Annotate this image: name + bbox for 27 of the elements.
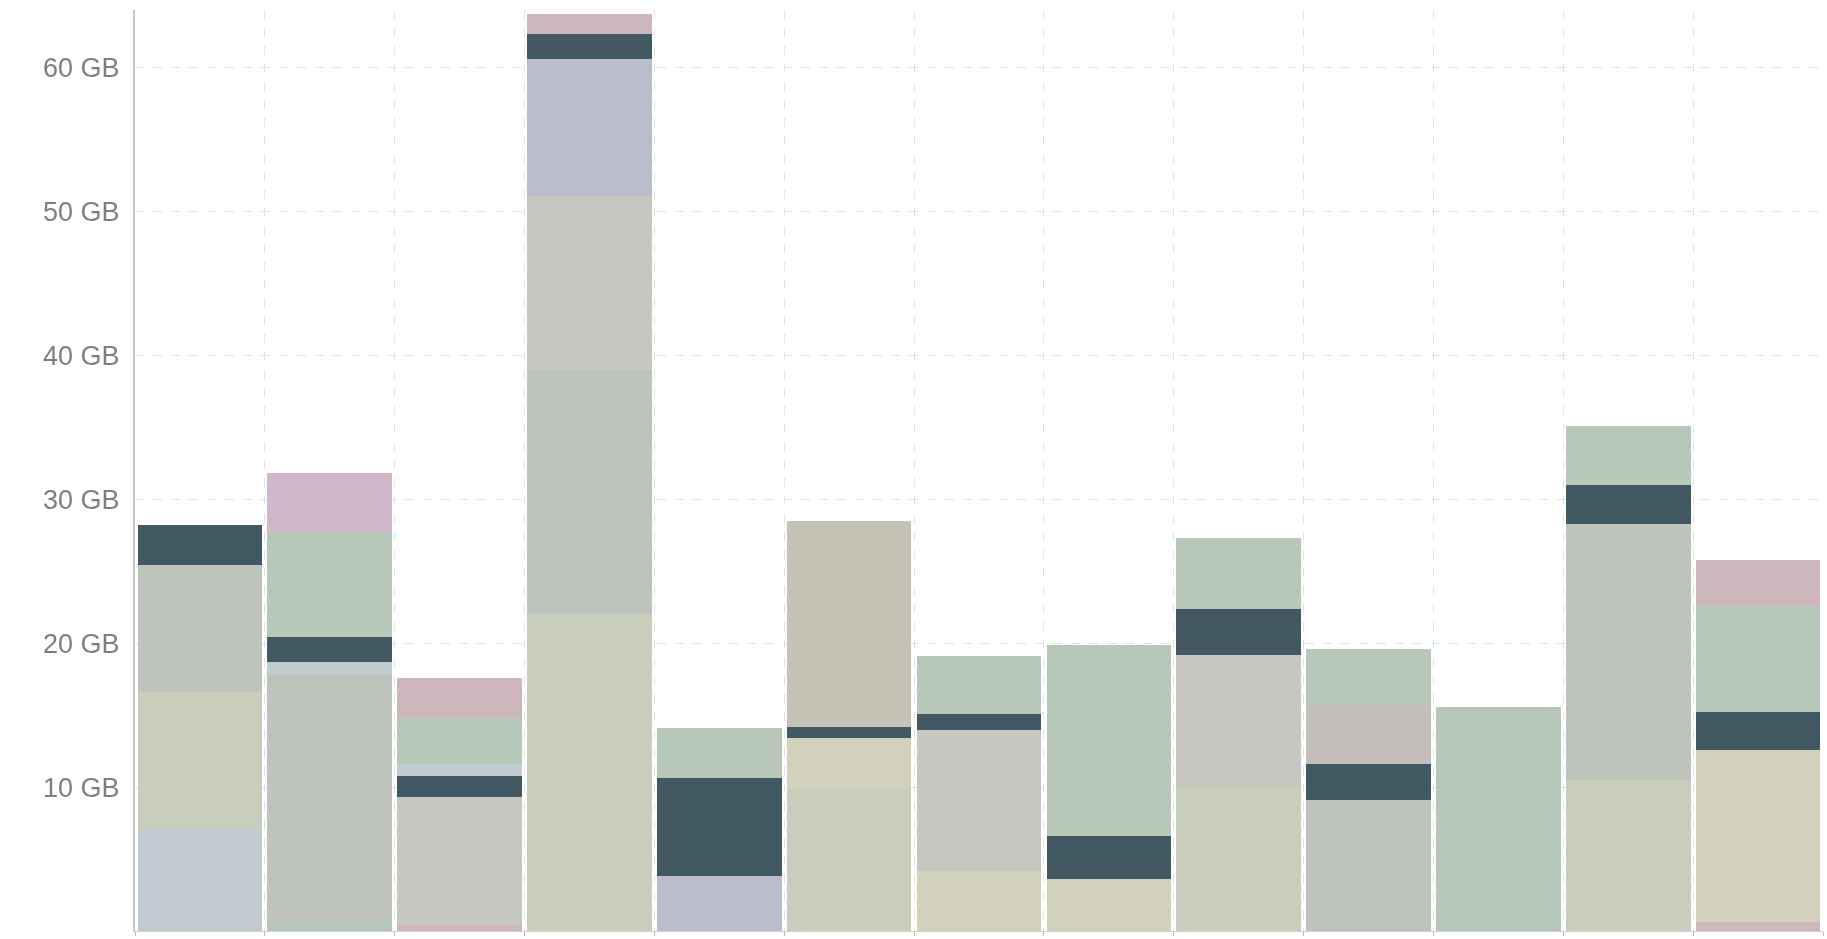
bar: [1695, 605, 1821, 713]
bar: [786, 520, 912, 727]
y-tick-label: 10 GB: [43, 772, 120, 803]
bar: [1046, 879, 1172, 931]
bar: [1176, 608, 1302, 655]
bar: [1565, 484, 1691, 524]
bar: [786, 726, 912, 739]
bar: [397, 764, 522, 776]
bar: [1695, 749, 1821, 923]
bar: [137, 828, 263, 931]
bar: [267, 661, 393, 675]
bar: [267, 532, 393, 638]
bar: [397, 677, 522, 719]
bar: [1306, 800, 1431, 927]
bar: [1176, 538, 1302, 609]
bar: [1306, 764, 1431, 801]
y-tick-label: 20 GB: [43, 628, 120, 659]
y-tick-label: 40 GB: [43, 340, 120, 371]
bar: [267, 473, 393, 533]
y-tick-label: 60 GB: [43, 53, 120, 84]
bar: [1565, 425, 1691, 485]
bar: [656, 876, 782, 931]
bar: [916, 656, 1042, 714]
bar: [916, 713, 1042, 730]
y-tick-label: 30 GB: [43, 484, 120, 515]
bar: [1695, 712, 1821, 750]
y-tick-label: 50 GB: [43, 196, 120, 227]
